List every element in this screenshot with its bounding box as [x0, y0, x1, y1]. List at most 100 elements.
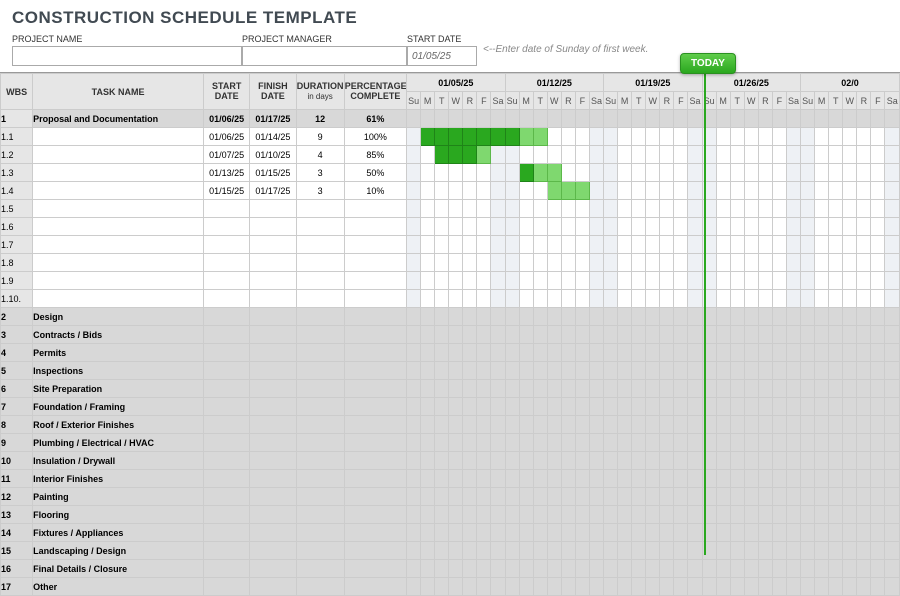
dur-cell[interactable] — [296, 542, 344, 560]
finish-cell[interactable]: 01/15/25 — [250, 164, 296, 182]
start-cell[interactable] — [204, 290, 250, 308]
section-row[interactable]: 13Flooring — [1, 506, 900, 524]
pct-cell[interactable] — [344, 506, 406, 524]
task-row[interactable]: 1.201/07/2501/10/25485% — [1, 146, 900, 164]
task-cell[interactable]: Proposal and Documentation — [33, 110, 204, 128]
dur-cell[interactable] — [296, 236, 344, 254]
start-cell[interactable] — [204, 542, 250, 560]
project-name-input[interactable] — [12, 46, 242, 66]
start-cell[interactable] — [204, 272, 250, 290]
start-cell[interactable] — [204, 524, 250, 542]
start-cell[interactable] — [204, 470, 250, 488]
pct-cell[interactable]: 50% — [344, 164, 406, 182]
finish-cell[interactable]: 01/14/25 — [250, 128, 296, 146]
finish-cell[interactable] — [250, 560, 296, 578]
pct-cell[interactable] — [344, 236, 406, 254]
start-cell[interactable] — [204, 362, 250, 380]
task-row[interactable]: 1Proposal and Documentation01/06/2501/17… — [1, 110, 900, 128]
dur-cell[interactable] — [296, 506, 344, 524]
finish-cell[interactable] — [250, 362, 296, 380]
start-cell[interactable] — [204, 380, 250, 398]
start-cell[interactable] — [204, 200, 250, 218]
task-cell[interactable] — [33, 290, 204, 308]
task-cell[interactable] — [33, 128, 204, 146]
finish-cell[interactable] — [250, 398, 296, 416]
pct-cell[interactable] — [344, 578, 406, 596]
start-cell[interactable] — [204, 578, 250, 596]
dur-cell[interactable]: 9 — [296, 128, 344, 146]
pct-cell[interactable] — [344, 326, 406, 344]
pct-cell[interactable] — [344, 434, 406, 452]
start-cell[interactable] — [204, 236, 250, 254]
project-manager-input[interactable] — [242, 46, 407, 66]
start-cell[interactable]: 01/07/25 — [204, 146, 250, 164]
start-cell[interactable]: 01/06/25 — [204, 110, 250, 128]
start-cell[interactable] — [204, 488, 250, 506]
start-date-input[interactable] — [407, 46, 477, 66]
dur-cell[interactable] — [296, 524, 344, 542]
finish-cell[interactable]: 01/10/25 — [250, 146, 296, 164]
start-cell[interactable] — [204, 452, 250, 470]
pct-cell[interactable] — [344, 560, 406, 578]
pct-cell[interactable] — [344, 452, 406, 470]
finish-cell[interactable] — [250, 290, 296, 308]
start-cell[interactable] — [204, 416, 250, 434]
pct-cell[interactable] — [344, 488, 406, 506]
start-cell[interactable] — [204, 218, 250, 236]
pct-cell[interactable]: 100% — [344, 128, 406, 146]
dur-cell[interactable] — [296, 218, 344, 236]
start-cell[interactable] — [204, 344, 250, 362]
dur-cell[interactable] — [296, 578, 344, 596]
section-row[interactable]: 11Interior Finishes — [1, 470, 900, 488]
dur-cell[interactable]: 4 — [296, 146, 344, 164]
section-row[interactable]: 12Painting — [1, 488, 900, 506]
pct-cell[interactable] — [344, 290, 406, 308]
start-cell[interactable] — [204, 308, 250, 326]
section-row[interactable]: 7Foundation / Framing — [1, 398, 900, 416]
dur-cell[interactable] — [296, 290, 344, 308]
finish-cell[interactable] — [250, 380, 296, 398]
pct-cell[interactable] — [344, 308, 406, 326]
task-row[interactable]: 1.101/06/2501/14/259100% — [1, 128, 900, 146]
dur-cell[interactable] — [296, 200, 344, 218]
dur-cell[interactable] — [296, 452, 344, 470]
finish-cell[interactable] — [250, 218, 296, 236]
finish-cell[interactable] — [250, 542, 296, 560]
finish-cell[interactable] — [250, 200, 296, 218]
dur-cell[interactable] — [296, 308, 344, 326]
finish-cell[interactable] — [250, 344, 296, 362]
section-row[interactable]: 5Inspections — [1, 362, 900, 380]
section-row[interactable]: 9Plumbing / Electrical / HVAC — [1, 434, 900, 452]
section-row[interactable]: 16Final Details / Closure — [1, 560, 900, 578]
finish-cell[interactable] — [250, 506, 296, 524]
start-cell[interactable]: 01/13/25 — [204, 164, 250, 182]
task-row[interactable]: 1.9 — [1, 272, 900, 290]
dur-cell[interactable] — [296, 380, 344, 398]
section-row[interactable]: 4Permits — [1, 344, 900, 362]
section-row[interactable]: 2Design — [1, 308, 900, 326]
pct-cell[interactable] — [344, 362, 406, 380]
dur-cell[interactable] — [296, 326, 344, 344]
dur-cell[interactable]: 12 — [296, 110, 344, 128]
task-row[interactable]: 1.5 — [1, 200, 900, 218]
task-cell[interactable] — [33, 164, 204, 182]
task-row[interactable]: 1.401/15/2501/17/25310% — [1, 182, 900, 200]
section-row[interactable]: 10Insulation / Drywall — [1, 452, 900, 470]
task-row[interactable]: 1.7 — [1, 236, 900, 254]
task-cell[interactable] — [33, 146, 204, 164]
pct-cell[interactable] — [344, 200, 406, 218]
section-row[interactable]: 15Landscaping / Design — [1, 542, 900, 560]
finish-cell[interactable] — [250, 326, 296, 344]
task-row[interactable]: 1.8 — [1, 254, 900, 272]
task-row[interactable]: 1.301/13/2501/15/25350% — [1, 164, 900, 182]
task-row[interactable]: 1.6 — [1, 218, 900, 236]
finish-cell[interactable] — [250, 488, 296, 506]
dur-cell[interactable] — [296, 344, 344, 362]
finish-cell[interactable] — [250, 524, 296, 542]
start-cell[interactable] — [204, 560, 250, 578]
pct-cell[interactable]: 10% — [344, 182, 406, 200]
section-row[interactable]: 8Roof / Exterior Finishes — [1, 416, 900, 434]
finish-cell[interactable] — [250, 434, 296, 452]
task-cell[interactable] — [33, 254, 204, 272]
start-cell[interactable] — [204, 254, 250, 272]
